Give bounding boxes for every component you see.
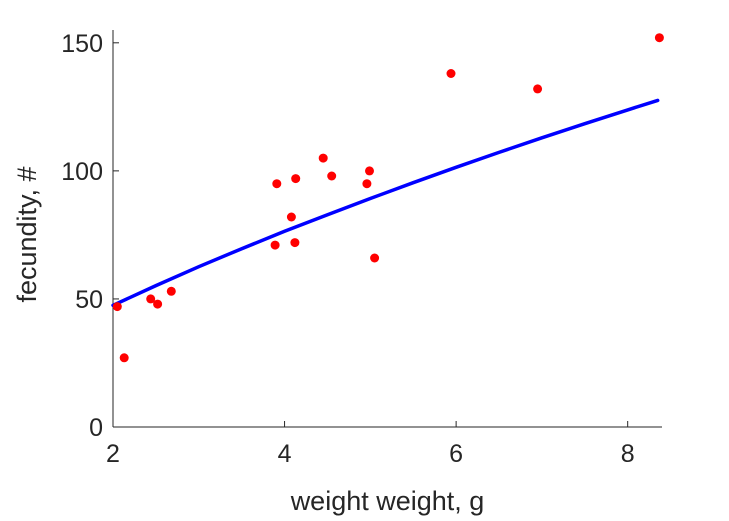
y-axis-label: fecundity, # (12, 166, 42, 302)
data-point (272, 179, 282, 189)
data-point (327, 171, 337, 181)
axes (112, 30, 662, 428)
data-point (318, 153, 328, 163)
data-point (370, 253, 380, 263)
data-point (290, 238, 300, 248)
x-tick-label: 4 (278, 440, 292, 468)
y-tick-label: 50 (75, 286, 103, 314)
y-tick-label: 150 (61, 30, 103, 58)
data-point (166, 286, 176, 296)
y-tick-label: 100 (61, 158, 103, 186)
data-point (533, 84, 543, 94)
fit-line-group (111, 98, 660, 308)
x-ticks: 2 4 6 8 (106, 421, 635, 468)
x-axis-label: weight weight, g (290, 486, 485, 516)
x-tick-label: 6 (449, 440, 463, 468)
data-point (365, 166, 374, 176)
fit-line (111, 98, 660, 308)
data-point (270, 240, 280, 250)
data-point (654, 33, 664, 43)
y-tick-label: 0 (89, 414, 103, 442)
data-point (119, 353, 129, 363)
x-tick-label: 8 (621, 440, 635, 468)
data-point (286, 212, 296, 222)
data-point (362, 179, 372, 189)
y-ticks: 0 50 100 150 (61, 30, 119, 442)
data-point (153, 299, 163, 309)
data-point (112, 302, 122, 312)
data-points (112, 33, 664, 363)
data-point (291, 174, 301, 184)
data-point (146, 294, 156, 304)
data-point (446, 69, 456, 78)
x-tick-label: 2 (106, 440, 120, 468)
